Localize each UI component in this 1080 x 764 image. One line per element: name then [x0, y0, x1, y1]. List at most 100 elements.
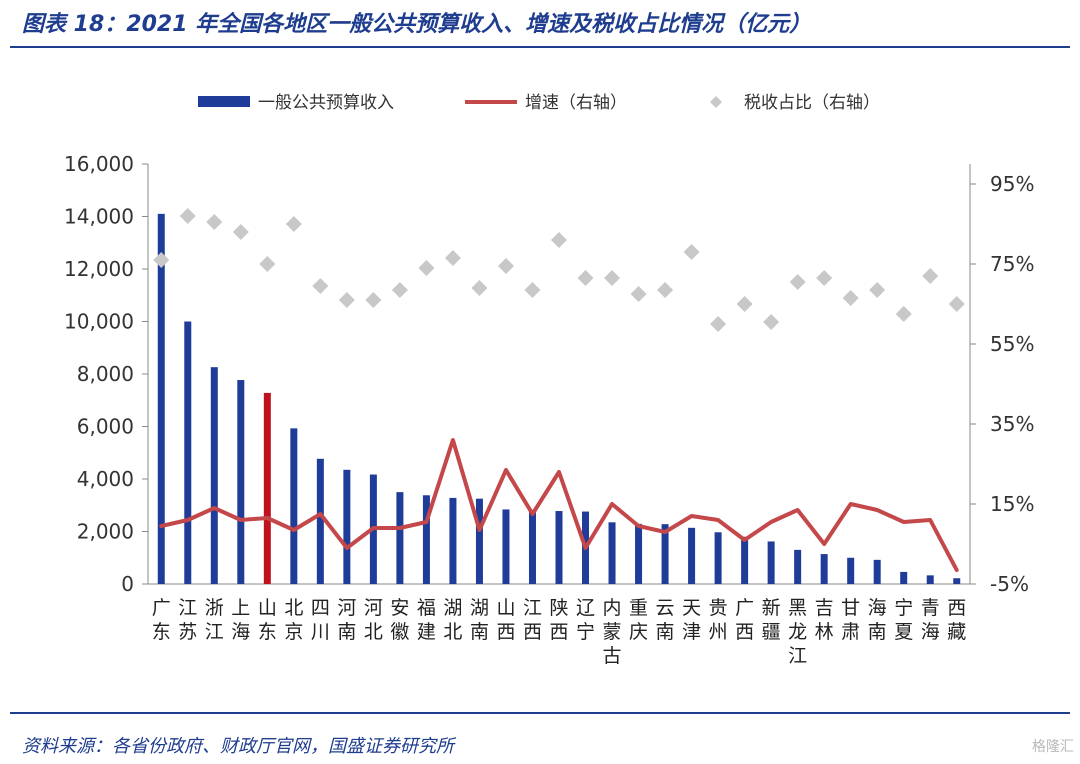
chart: 一般公共预算收入 增速（右轴） 税收占比（右轴） 0 2,000 4,000 6,000 8…: [64, 93, 1034, 667]
left-tick-label: 12,000: [64, 257, 134, 281]
bar: [528, 510, 536, 584]
category-label: 福建: [417, 597, 436, 643]
left-tick-label: 10,000: [64, 310, 134, 334]
bar: [794, 549, 802, 584]
bar: [900, 571, 908, 584]
bar: [767, 541, 775, 584]
bar: [820, 554, 828, 584]
legend-label-bar: 一般公共预算收入: [258, 93, 394, 113]
tax-share-point: [657, 282, 674, 298]
category-label: 湖南: [470, 597, 489, 643]
bar: [926, 575, 934, 584]
bar: [688, 527, 696, 584]
bar: [422, 495, 430, 584]
tax-share-point: [338, 292, 355, 308]
category-label: 云南: [656, 597, 675, 643]
right-tick-label: 75%: [990, 252, 1034, 276]
category-label: 江苏: [178, 597, 197, 643]
category-label: 西藏: [947, 597, 966, 643]
tax-share-point: [683, 244, 700, 260]
right-tick-label: -5%: [990, 572, 1029, 596]
scatter-series: [153, 208, 965, 332]
category-label: 北京: [284, 597, 303, 643]
tax-share-point: [842, 290, 859, 306]
category-label: 浙江: [205, 597, 224, 643]
left-tick-label: 16,000: [64, 152, 134, 176]
category-label: 新疆: [762, 597, 781, 643]
category-label: 湖北: [443, 597, 462, 643]
title-rule: [10, 46, 1070, 48]
category-label: 广东: [152, 597, 171, 643]
category-label: 安徽: [390, 597, 409, 643]
tax-share-point: [312, 278, 329, 294]
tax-share-point: [604, 270, 621, 286]
watermark: 格隆汇: [1032, 739, 1074, 755]
bar: [290, 428, 298, 584]
source-rule: [10, 712, 1070, 714]
bar: [741, 536, 749, 584]
legend-label-scatter: 税收占比（右轴）: [744, 93, 880, 113]
category-label: 河南: [337, 597, 356, 643]
bar: [847, 557, 855, 584]
legend: 一般公共预算收入 增速（右轴） 税收占比（右轴）: [198, 93, 880, 113]
legend-label-line: 增速（右轴）: [525, 93, 627, 113]
figure-title: 图表 18：2021 年全国各地区一般公共预算收入、增速及税收占比情况（亿元）: [22, 12, 812, 37]
right-tick-label: 35%: [990, 412, 1034, 436]
tax-share-point: [391, 282, 408, 298]
bar: [396, 492, 404, 584]
category-label: 海南: [868, 597, 887, 643]
line-series: [159, 438, 959, 572]
bar: [237, 380, 245, 584]
tax-share-point: [444, 250, 461, 266]
tax-share-point: [577, 270, 594, 286]
tax-share-point: [869, 282, 886, 298]
category-label: 河北: [364, 597, 383, 643]
tax-share-point: [789, 274, 806, 290]
tax-share-point: [285, 216, 302, 232]
category-label: 重庆: [629, 597, 648, 643]
category-label: 天津: [682, 597, 701, 643]
tax-share-point: [206, 214, 223, 230]
left-tick-label: 6,000: [77, 415, 134, 439]
category-label: 上海: [231, 597, 250, 643]
tax-share-point: [418, 260, 435, 276]
legend-swatch-scatter: [710, 96, 722, 108]
category-label: 吉林: [815, 597, 834, 643]
tax-share-point: [232, 224, 249, 240]
growth-line: [159, 438, 959, 572]
bar: [157, 213, 165, 584]
category-label: 甘肃: [841, 597, 860, 643]
bar: [661, 524, 669, 584]
tax-share-point: [153, 252, 170, 268]
tax-share-point: [365, 292, 382, 308]
bar: [873, 559, 881, 584]
tax-share-point: [259, 256, 276, 272]
category-label: 贵州: [709, 597, 728, 643]
tax-share-point: [179, 208, 196, 224]
left-tick-label: 0: [121, 572, 134, 596]
right-tick-label: 95%: [990, 172, 1034, 196]
tax-share-point: [736, 296, 753, 312]
category-label: 内蒙古: [603, 597, 622, 667]
right-tick-label: 15%: [990, 492, 1034, 516]
tax-share-point: [816, 270, 833, 286]
bar: [608, 522, 616, 584]
bar: [555, 511, 563, 584]
legend-swatch-bar: [198, 96, 250, 107]
bar: [263, 392, 271, 584]
bar: [210, 367, 218, 584]
category-label: 青海: [921, 597, 940, 643]
bar: [635, 523, 643, 584]
tax-share-point: [630, 286, 647, 302]
tax-share-point: [497, 258, 514, 274]
tax-share-point: [895, 306, 912, 322]
tax-share-point: [948, 296, 965, 312]
category-labels: 广东江苏浙江上海山东北京四川河南河北安徽福建湖北湖南山西江西陕西辽宁内蒙古重庆云…: [152, 597, 966, 667]
source-note: 资料来源：各省份政府、财政厅官网，国盛证券研究所: [22, 736, 454, 757]
bar: [184, 321, 192, 584]
bar: [953, 578, 961, 584]
tax-share-point: [710, 316, 727, 332]
left-tick-label: 4,000: [77, 467, 134, 491]
bar: [714, 532, 722, 584]
bar: [475, 498, 483, 584]
